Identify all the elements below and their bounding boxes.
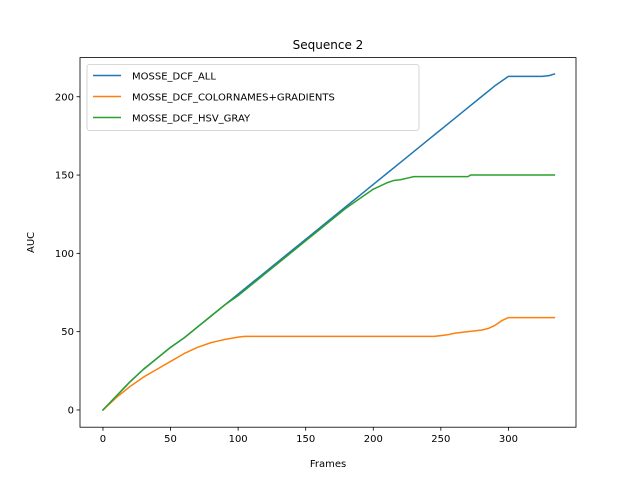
series-line-3: [101, 174, 556, 412]
x-tick-label: 300: [499, 434, 518, 445]
x-tick-label: 100: [229, 434, 248, 445]
legend-label: MOSSE_DCF_COLORNAMES+GRADIENTS: [132, 93, 335, 104]
chart-title: Sequence 2: [293, 38, 364, 52]
x-axis-ticks: 0 50 100 150 200 250 300: [100, 427, 518, 445]
y-axis-label: AUC: [26, 232, 37, 253]
axes-border: [79, 57, 577, 428]
x-tick-label: 0: [100, 434, 106, 445]
series-lines: [101, 73, 556, 412]
axes-frame: [79, 57, 577, 428]
x-tick-label: 150: [296, 434, 315, 445]
y-tick-label: 200: [55, 92, 74, 103]
x-tick-label: 50: [164, 434, 177, 445]
y-tick-label: 0: [68, 405, 74, 416]
x-tick-label: 250: [431, 434, 450, 445]
x-axis-label: Frames: [310, 459, 346, 470]
y-tick-label: 100: [55, 249, 74, 260]
y-tick-label: 50: [61, 327, 74, 338]
legend-label: MOSSE_DCF_HSV_GRAY: [132, 114, 251, 125]
legend: MOSSE_DCF_ALL MOSSE_DCF_COLORNAMES+GRADIE…: [86, 64, 420, 131]
y-axis-ticks: 0 50 100 150 200: [55, 92, 80, 416]
x-tick-label: 200: [364, 434, 383, 445]
series-line-2: [101, 316, 556, 412]
legend-box: [86, 64, 420, 131]
y-tick-label: 150: [55, 171, 74, 182]
legend-label: MOSSE_DCF_ALL: [132, 72, 216, 83]
